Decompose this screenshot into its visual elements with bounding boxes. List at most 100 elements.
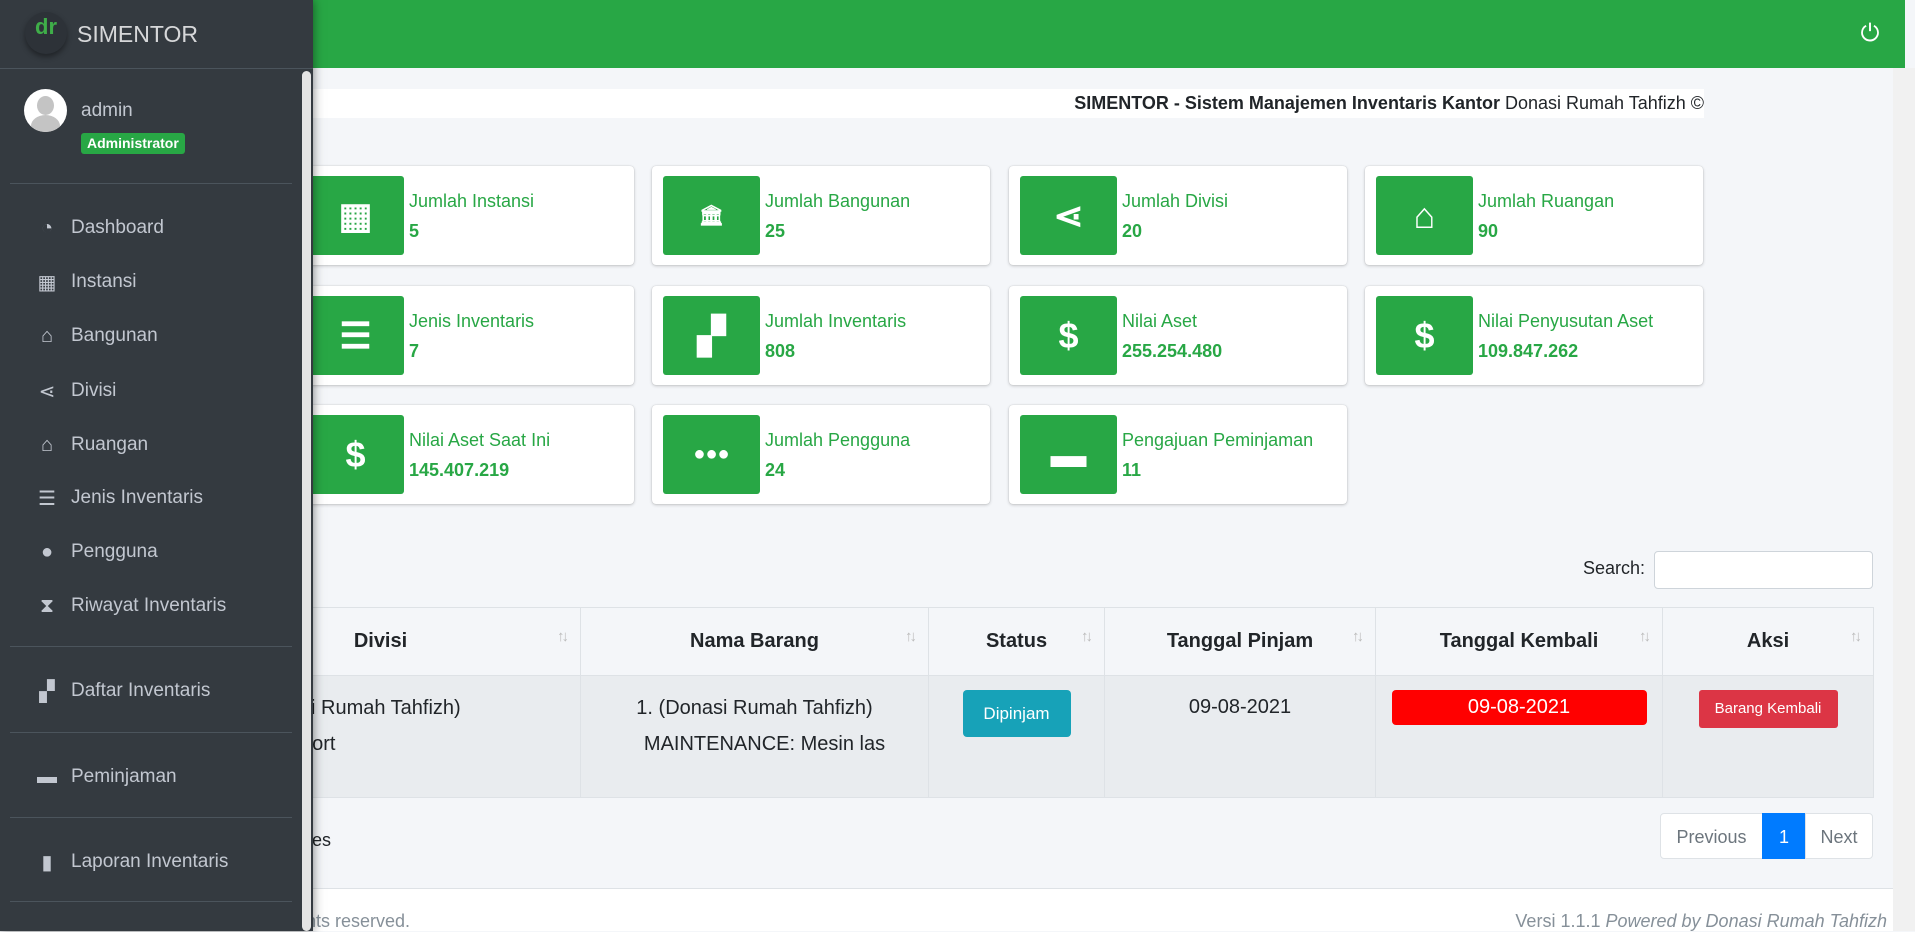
home-icon: ⌂ bbox=[1413, 194, 1436, 236]
sidebar-item-label: Riwayat Inventaris bbox=[71, 595, 227, 616]
role-badge: Administrator bbox=[81, 133, 185, 154]
footer-powered: Powered by Donasi Rumah Tahfizh bbox=[1605, 911, 1888, 931]
marquee-banner: SIMENTOR - Sistem Manajemen Inventaris K… bbox=[296, 89, 1704, 118]
tachometer-icon: ◔ bbox=[40, 216, 54, 239]
info-box-value: 25 bbox=[765, 221, 786, 241]
info-box-label: Pengajuan Peminjaman bbox=[1122, 430, 1314, 450]
building-icon: ▦ bbox=[338, 194, 373, 236]
cell-tanggal-kembali: 09-08-2021 bbox=[1375, 675, 1663, 798]
sidebar: dr SIMENTOR admin Administrator ◔ Dashboa… bbox=[0, 0, 313, 931]
brand-logo: dr bbox=[25, 12, 67, 54]
sort-icon: ↑↓ bbox=[1352, 628, 1364, 645]
sidebar-item-daftar-inventaris[interactable]: ▞ Daftar Inventaris bbox=[0, 669, 300, 713]
col-nama-barang[interactable]: Nama Barang ↑↓ bbox=[580, 607, 929, 676]
footer-copyright: ghts reserved. bbox=[296, 911, 411, 931]
sidebar-item-ruangan[interactable]: ⌂ Ruangan bbox=[0, 423, 300, 467]
cell-tanggal-pinjam: 09-08-2021 bbox=[1104, 675, 1376, 798]
home-icon: ⌂ bbox=[40, 433, 54, 456]
info-box-icon-wrap: ●●● bbox=[663, 415, 760, 494]
info-box-pengajuan-peminjaman: ▬ Pengajuan Peminjaman 11 bbox=[1009, 405, 1347, 504]
pagination-page-1[interactable]: 1 bbox=[1762, 813, 1806, 859]
sidebar-item-divisi[interactable]: ⋖ Divisi bbox=[0, 369, 300, 413]
sidebar-item-label: Instansi bbox=[71, 271, 137, 292]
table-row: si Rumah Tahfizh) port 1. (Donasi Rumah T… bbox=[180, 675, 1874, 798]
brand-name[interactable]: SIMENTOR bbox=[77, 21, 198, 47]
users-icon: ●●● bbox=[693, 443, 730, 465]
info-box-value: 109.847.262 bbox=[1478, 341, 1579, 361]
sort-icon: ↑↓ bbox=[1081, 628, 1093, 645]
sidebar-item-pengguna[interactable]: ● Pengguna bbox=[0, 530, 300, 574]
col-aksi[interactable]: Aksi ↑↓ bbox=[1662, 607, 1874, 676]
peminjaman-table: Divisi ↑↓ Nama Barang ↑↓ Status ↑↓ Tanggal … bbox=[180, 607, 1874, 798]
col-tanggal-kembali[interactable]: Tanggal Kembali ↑↓ bbox=[1375, 607, 1663, 676]
info-box-value: 5 bbox=[409, 221, 420, 241]
users-icon: ● bbox=[40, 540, 54, 563]
logout-power-icon[interactable]: ⏻ bbox=[1860, 20, 1880, 47]
file-icon: ▮ bbox=[41, 851, 53, 874]
col-label: Tanggal Kembali bbox=[1439, 630, 1599, 652]
share-icon: ⋖ bbox=[38, 380, 56, 403]
col-label: Nama Barang bbox=[690, 630, 819, 652]
folder-icon: ▬ bbox=[1050, 433, 1087, 475]
col-tanggal-pinjam[interactable]: Tanggal Pinjam ↑↓ bbox=[1104, 607, 1376, 676]
sidebar-item-instansi[interactable]: ▦ Instansi bbox=[0, 260, 300, 304]
info-box-jenis-inventaris: ☰ Jenis Inventaris 7 bbox=[296, 286, 634, 385]
sidebar-item-laporan-inventaris[interactable]: ▮ Laporan Inventaris bbox=[0, 840, 300, 884]
info-box-jumlah-instansi: ▦ Jumlah Instansi 5 bbox=[296, 166, 634, 265]
info-box-jumlah-divisi: ⋖ Jumlah Divisi 20 bbox=[1009, 166, 1347, 265]
col-status[interactable]: Status ↑↓ bbox=[928, 607, 1105, 676]
sidebar-item-peminjaman[interactable]: ▬ Peminjaman bbox=[0, 755, 300, 799]
top-navbar bbox=[0, 0, 1905, 68]
sidebar-scrollbar[interactable] bbox=[302, 71, 311, 931]
banner-title: SIMENTOR - Sistem Manajemen Inventaris K… bbox=[1074, 93, 1500, 113]
info-box-value: 145.407.219 bbox=[409, 460, 510, 480]
hourglass-icon: ⧗ bbox=[39, 594, 55, 617]
info-box-label: Jumlah Inventaris bbox=[765, 311, 907, 331]
info-box-label: Jumlah Instansi bbox=[409, 191, 535, 211]
info-box-icon-wrap: 🏛 bbox=[663, 176, 760, 255]
landmark-icon: 🏛 bbox=[698, 205, 725, 227]
sidebar-item-label: Ruangan bbox=[71, 434, 149, 455]
info-box-icon-wrap: ▦ bbox=[307, 176, 404, 255]
cell-aksi: Barang Kembali bbox=[1662, 675, 1874, 798]
info-box-nilai-aset-saat-ini: $ Nilai Aset Saat Ini 145.407.219 bbox=[296, 405, 634, 504]
info-box-label: Jumlah Divisi bbox=[1122, 191, 1229, 211]
info-box-icon-wrap: ▬ bbox=[1020, 415, 1117, 494]
sidebar-item-label: Jenis Inventaris bbox=[71, 487, 204, 508]
sort-icon: ↑↓ bbox=[1639, 628, 1651, 645]
status-badge[interactable]: Dipinjam bbox=[962, 690, 1071, 737]
building-icon: ▦ bbox=[37, 271, 57, 294]
user-name[interactable]: admin bbox=[81, 100, 133, 121]
info-box-label: Jumlah Ruangan bbox=[1478, 191, 1615, 211]
info-box-icon-wrap: $ bbox=[307, 415, 404, 494]
sort-icon: ↑↓ bbox=[905, 628, 917, 645]
list-icon: ☰ bbox=[339, 314, 372, 356]
list-icon: ☰ bbox=[38, 487, 56, 510]
sidebar-item-dashboard[interactable]: ◔ Dashboard bbox=[0, 206, 300, 250]
info-box-icon-wrap: ☰ bbox=[307, 296, 404, 375]
search-label: Search: bbox=[1583, 558, 1646, 578]
col-label: Aksi bbox=[1746, 630, 1790, 652]
pagination-next[interactable]: Next bbox=[1805, 813, 1873, 859]
barang-kembali-button[interactable]: Barang Kembali bbox=[1698, 690, 1838, 728]
info-box-value: 255.254.480 bbox=[1122, 341, 1223, 361]
avatar bbox=[24, 89, 67, 132]
sidebar-item-jenis-inventaris[interactable]: ☰ Jenis Inventaris bbox=[0, 476, 300, 520]
sidebar-item-label: Daftar Inventaris bbox=[71, 680, 211, 701]
info-box-value: 7 bbox=[409, 341, 420, 361]
cell-status: Dipinjam bbox=[928, 675, 1105, 798]
page-scrollbar[interactable] bbox=[1893, 68, 1915, 931]
sidebar-item-bangunan[interactable]: ⌂ Bangunan bbox=[0, 314, 300, 358]
search-input[interactable] bbox=[1654, 551, 1873, 589]
sidebar-item-riwayat-inventaris[interactable]: ⧗ Riwayat Inventaris bbox=[0, 584, 300, 628]
info-box-nilai-penyusutan-aset: $ Nilai Penyusutan Aset 109.847.262 bbox=[1365, 286, 1703, 385]
info-box-value: 808 bbox=[765, 341, 796, 361]
info-box-jumlah-inventaris: ▞ Jumlah Inventaris 808 bbox=[652, 286, 990, 385]
pagination-previous[interactable]: Previous bbox=[1660, 813, 1763, 859]
sort-icon: ↑↓ bbox=[557, 628, 569, 645]
dollar-icon: $ bbox=[1058, 314, 1079, 356]
banner-subtitle: Donasi Rumah Tahfizh © bbox=[1499, 93, 1704, 113]
boxes-icon: ▞ bbox=[697, 314, 726, 356]
info-box-nilai-aset: $ Nilai Aset 255.254.480 bbox=[1009, 286, 1347, 385]
info-box-jumlah-bangunan: 🏛 Jumlah Bangunan 25 bbox=[652, 166, 990, 265]
